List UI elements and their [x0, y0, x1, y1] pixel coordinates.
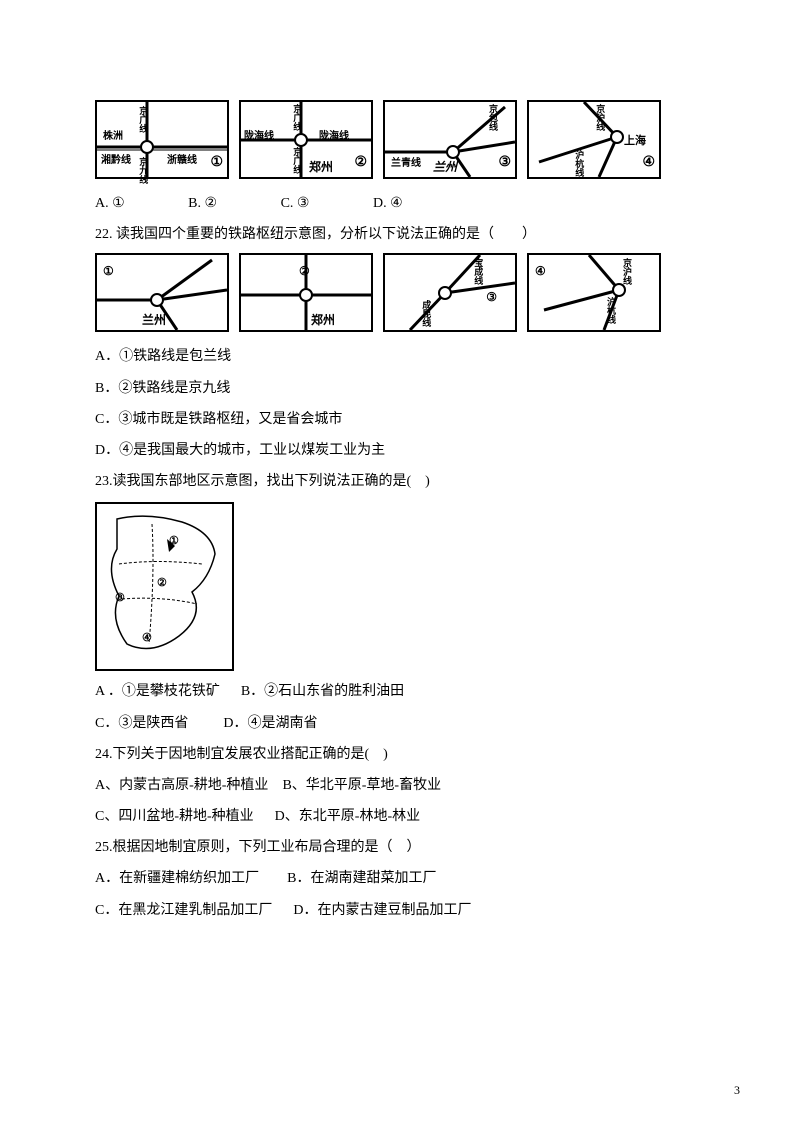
label: ② — [299, 261, 310, 283]
diagram-q22-3: 宝成线 ③ 成昆线 — [383, 253, 517, 332]
label: 陇海线 — [244, 128, 274, 146]
q24-optA: A、内蒙古高原-耕地-种植业 — [95, 778, 268, 793]
label: 京九线 — [135, 157, 151, 184]
label: 京广线 — [135, 106, 151, 133]
diagram-1: 株洲 湘黔线 浙赣线 京九线 京广线 ① — [95, 100, 229, 179]
circle-num: ③ — [498, 150, 511, 175]
q23-row1: A ．①是攀枝花铁矿 B．②石山东省的胜利油田 — [95, 679, 705, 704]
circle-num: ② — [354, 150, 367, 175]
q22-optA: A．①铁路线是包兰线 — [95, 344, 705, 369]
label: 郑州 — [309, 157, 333, 179]
label: 兰州 — [142, 310, 166, 332]
diagram-q22-4: 京沪线 沪杭线 ④ — [527, 253, 661, 332]
q25-text: 25.根据因地制宜原则，下列工业布局合理的是（ ） — [95, 835, 705, 860]
q22-diagrams: ① 兰州 ② 郑州 宝成线 ③ 成昆线 — [95, 253, 705, 332]
q25-optA: A．在新疆建棉纺织加工厂 — [95, 871, 259, 886]
map-label-4: ④ — [142, 629, 152, 649]
q25-optD: D．在内蒙古建豆制品加工厂 — [293, 903, 471, 918]
label: 株洲 — [103, 128, 123, 146]
q23-text: 23.读我国东部地区示意图，找出下列说法正确的是( ) — [95, 469, 705, 494]
diagram-q22-1: ① 兰州 — [95, 253, 229, 332]
map-label-3: ③ — [115, 589, 125, 609]
label: 湘黔线 — [101, 152, 131, 170]
map-label-2: ② — [157, 574, 167, 594]
q23-optD: D．④是湖南省 — [223, 716, 317, 731]
label: 成昆线 — [418, 300, 434, 327]
page-number: 3 — [734, 1080, 740, 1102]
q25-optC: C．在黑龙江建乳制品加工厂 — [95, 903, 272, 918]
q25-optB: B．在湖南建甜菜加工厂 — [287, 871, 436, 886]
label: 沪杭线 — [571, 150, 587, 177]
option-b: B. ② — [188, 196, 217, 211]
label: 京广线 — [289, 104, 305, 131]
q21-diagrams: 株洲 湘黔线 浙赣线 京九线 京广线 ① 京广线 陇海线 陇海线 京广线 郑州 … — [95, 100, 705, 179]
label: 兰州 — [433, 157, 457, 179]
label: 京包线 — [485, 104, 501, 131]
label: 浙赣线 — [167, 152, 197, 170]
q23-map: ① ② ③ ④ — [95, 502, 234, 671]
q22-optC: C．③城市既是铁路枢纽，又是省会城市 — [95, 407, 705, 432]
q24-optB: B、华北平原-草地-畜牧业 — [282, 778, 441, 793]
label: ③ — [486, 287, 497, 309]
circle-num: ④ — [642, 150, 655, 175]
label: ④ — [535, 261, 546, 283]
q23-optC: C．③是陕西省 — [95, 716, 188, 731]
label: 上海 — [624, 132, 646, 152]
map-label-1: ① — [169, 532, 179, 552]
q24-row1: A、内蒙古高原-耕地-种植业 B、华北平原-草地-畜牧业 — [95, 773, 705, 798]
label: ① — [103, 261, 114, 283]
label: 郑州 — [311, 310, 335, 332]
q25-row1: A．在新疆建棉纺织加工厂 B．在湖南建甜菜加工厂 — [95, 866, 705, 891]
label: 陇海线 — [319, 128, 349, 146]
q23-optA: A ．①是攀枝花铁矿 — [95, 684, 220, 699]
q23-optB: B．②石山东省的胜利油田 — [241, 684, 404, 699]
q22-text: 22. 读我国四个重要的铁路枢纽示意图，分析以下说法正确的是（ ） — [95, 222, 705, 247]
label: 兰青线 — [391, 155, 421, 173]
circle-num: ① — [210, 150, 223, 175]
diagram-4: 京沪线 上海 沪杭线 ④ — [527, 100, 661, 179]
label: 京广线 — [289, 147, 305, 174]
q22-optD: D．④是我国最大的城市，工业以煤炭工业为主 — [95, 438, 705, 463]
q25-row2: C．在黑龙江建乳制品加工厂 D．在内蒙古建豆制品加工厂 — [95, 898, 705, 923]
label: 宝成线 — [470, 258, 486, 285]
label: 京沪线 — [619, 258, 635, 285]
option-a: A. ① — [95, 196, 125, 211]
diagram-q22-2: ② 郑州 — [239, 253, 373, 332]
option-d: D. ④ — [373, 196, 403, 211]
label: 京沪线 — [592, 104, 608, 131]
q24-text: 24.下列关于因地制宜发展农业搭配正确的是( ) — [95, 742, 705, 767]
label: 沪杭线 — [603, 297, 619, 324]
q24-optD: D、东北平原-林地-林业 — [275, 809, 420, 824]
page-content: 株洲 湘黔线 浙赣线 京九线 京广线 ① 京广线 陇海线 陇海线 京广线 郑州 … — [0, 0, 800, 923]
diagram-3: 京包线 兰青线 兰州 ③ — [383, 100, 517, 179]
q24-optC: C、四川盆地-耕地-种植业 — [95, 809, 254, 824]
q24-row2: C、四川盆地-耕地-种植业 D、东北平原-林地-林业 — [95, 804, 705, 829]
q23-row2: C．③是陕西省 D．④是湖南省 — [95, 711, 705, 736]
option-c: C. ③ — [281, 196, 310, 211]
q22-optB: B．②铁路线是京九线 — [95, 376, 705, 401]
q21-options: A. ① B. ② C. ③ D. ④ — [95, 191, 705, 216]
diagram-2: 京广线 陇海线 陇海线 京广线 郑州 ② — [239, 100, 373, 179]
